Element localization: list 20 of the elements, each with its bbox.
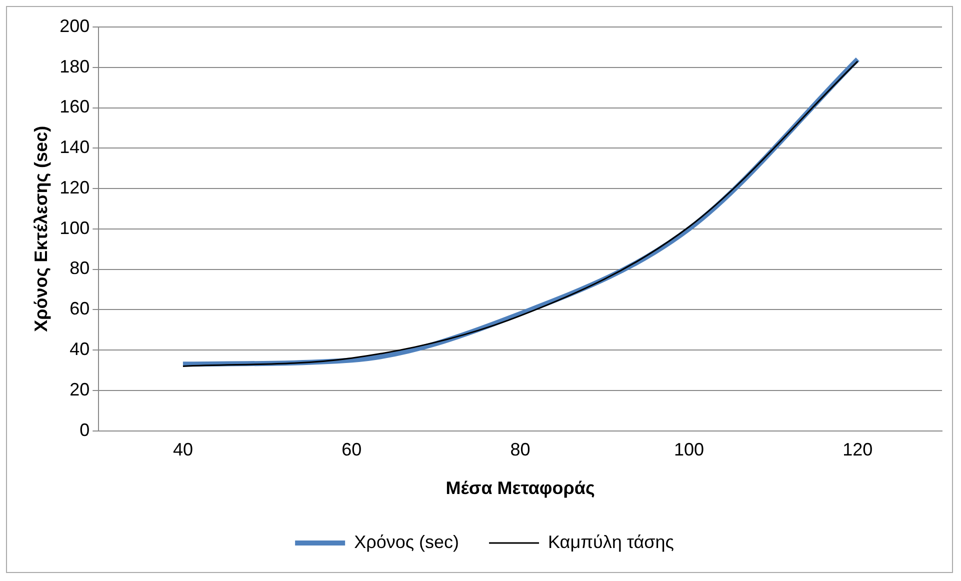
y-tick-label: 180 xyxy=(60,56,90,76)
y-axis-title: Χρόνος Εκτέλεσης (sec) xyxy=(30,126,51,332)
x-tick-label: 60 xyxy=(342,440,362,460)
y-tick-label: 80 xyxy=(70,258,90,278)
legend-label: Καμπύλη τάσης xyxy=(548,532,674,552)
y-tick-label: 60 xyxy=(70,298,90,319)
legend-label: Χρόνος (sec) xyxy=(354,532,460,552)
y-tick-label: 20 xyxy=(70,379,90,400)
y-tick-label: 160 xyxy=(60,96,90,117)
y-tick-label: 200 xyxy=(60,16,90,36)
x-tick-label: 80 xyxy=(510,440,530,460)
y-tick-label: 0 xyxy=(80,420,90,440)
y-tick-label: 40 xyxy=(70,339,90,360)
x-tick-label: 100 xyxy=(674,440,704,460)
y-tick-label: 100 xyxy=(60,218,90,238)
y-tick-label: 120 xyxy=(60,177,90,198)
x-tick-label: 120 xyxy=(842,440,873,460)
x-tick-label: 40 xyxy=(172,440,193,460)
x-axis-title: Μέσα Μεταφοράς xyxy=(446,478,595,498)
y-tick-label: 140 xyxy=(60,137,90,158)
